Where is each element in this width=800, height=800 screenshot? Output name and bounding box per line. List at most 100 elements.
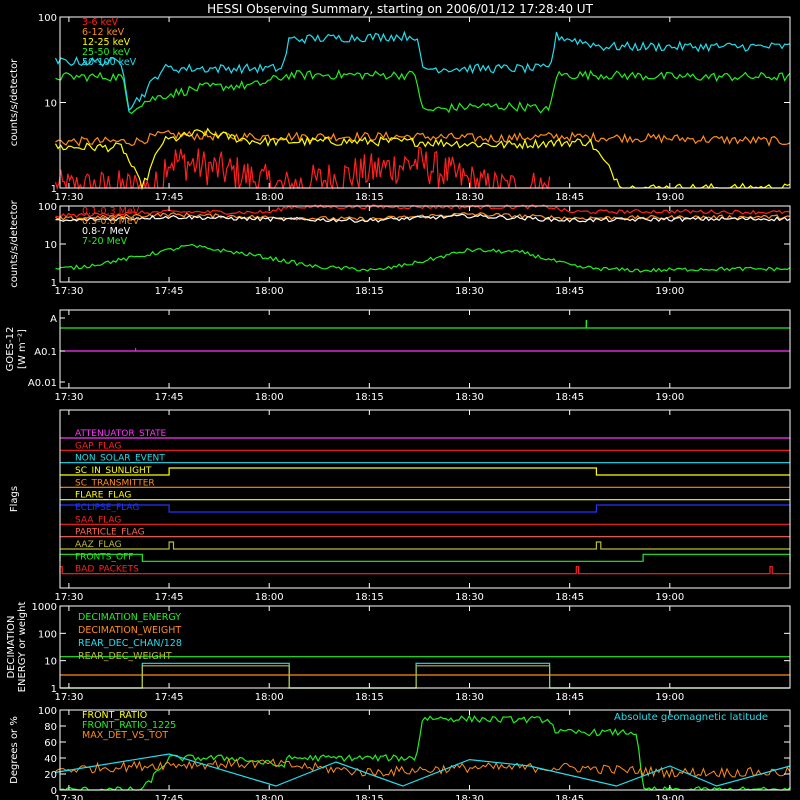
x-tick-label: 18:45 <box>555 392 584 403</box>
x-tick-label: 18:30 <box>455 192 484 203</box>
legend-entry: MAX_DET_VS_TOT <box>82 730 168 741</box>
y-axis-label: Flags <box>9 486 20 512</box>
flag-label: FLARE_FLAG <box>75 491 131 501</box>
x-tick-label: 18:30 <box>455 794 484 800</box>
y-axis-label: Degrees or % <box>9 716 20 784</box>
y-tick-label: 10 <box>44 657 57 668</box>
legend-entry: 0.1-0.3 MeV <box>82 206 140 217</box>
x-tick-label: 18:30 <box>455 692 484 703</box>
flag-label: GAP_FLAG <box>75 441 121 451</box>
x-tick-label: 18:00 <box>255 794 284 800</box>
y-tick-label: 10 <box>44 240 57 251</box>
y-tick-label: 1 <box>51 278 57 289</box>
y-axis-label: GOES-12 <box>5 327 16 372</box>
series-line <box>55 753 791 787</box>
series-line <box>55 212 791 222</box>
series-line <box>55 243 791 273</box>
x-tick-label: 18:15 <box>355 192 384 203</box>
flags-frame <box>59 409 791 589</box>
x-tick-label: 19:00 <box>655 392 684 403</box>
y-tick-label: A0.1 <box>34 347 57 358</box>
y-tick-label: 0 <box>51 786 57 797</box>
flag-line <box>59 504 791 513</box>
x-tick-label: 17:30 <box>54 692 83 703</box>
series-line <box>55 213 791 223</box>
x-tick-label: 18:45 <box>555 692 584 703</box>
series-line <box>55 204 791 218</box>
legend-entry: 6-12 keV <box>82 27 125 38</box>
x-tick-label: 18:15 <box>355 794 384 800</box>
flag-label: SC_IN_SUNLIGHT <box>75 466 152 476</box>
x-tick-label: 17:30 <box>54 392 83 403</box>
flag-line <box>60 541 790 550</box>
y-axis-label: counts/s/detector <box>9 199 20 287</box>
x-tick-label: 17:45 <box>155 692 184 703</box>
legend-entry: Absolute geomagnetic latitude <box>614 712 768 723</box>
x-tick-label: 18:45 <box>555 286 584 297</box>
x-tick-label: 18:45 <box>555 794 584 800</box>
x-tick-label: 18:15 <box>355 286 384 297</box>
x-tick-label: 18:45 <box>555 192 584 203</box>
legend-entry: DECIMATION_ENERGY <box>78 612 181 623</box>
series-line <box>54 30 791 112</box>
legend-entry: 0.3-0.8 MeV <box>82 216 140 227</box>
y-tick-label: 1000 <box>32 602 57 613</box>
legend-entry: FRONT_RATIO_1225 <box>82 720 176 731</box>
y-tick-label: A0.01 <box>28 378 57 389</box>
x-tick-label: 18:00 <box>255 592 284 603</box>
y-axis-unit: [W m⁻²] <box>17 329 28 369</box>
legend-entry: 7-20 MeV <box>82 236 128 247</box>
flag-label: ECLIPSE_FLAG <box>75 503 139 513</box>
x-tick-label: 18:15 <box>355 392 384 403</box>
flag-label: PARTICLE_FLAG <box>75 528 145 538</box>
figure-title: HESSI Observing Summary, starting on 200… <box>207 2 593 16</box>
y-tick-label: 1 <box>51 184 57 195</box>
x-tick-label: 18:45 <box>555 592 584 603</box>
x-tick-label: 19:00 <box>655 592 684 603</box>
flag-line <box>59 566 790 575</box>
legend-entry: 25-50 keV <box>82 47 131 58</box>
y-axis-label: DECIMATION <box>6 615 17 678</box>
x-tick-label: 18:30 <box>455 392 484 403</box>
legend-entry: 0.8-7 MeV <box>82 226 131 237</box>
x-tick-label: 17:45 <box>155 192 184 203</box>
flag-label: ATTENUATOR_STATE <box>75 429 167 439</box>
series-line <box>54 127 791 191</box>
x-tick-label: 19:00 <box>655 192 684 203</box>
legend-entry: 12-25 keV <box>82 37 131 48</box>
legend-entry: REAR_DEC_WEIGHT <box>78 651 172 662</box>
series-line <box>59 714 791 791</box>
ratios-frame <box>59 709 791 791</box>
x-tick-label: 18:00 <box>255 392 284 403</box>
x-tick-label: 18:30 <box>455 592 484 603</box>
y-tick-label: 10 <box>44 99 57 110</box>
x-tick-label: 17:45 <box>155 392 184 403</box>
y-tick-label: 40 <box>44 754 57 765</box>
x-tick-label: 17:45 <box>155 286 184 297</box>
y-tick-label: A <box>50 314 57 325</box>
x-tick-label: 18:15 <box>355 592 384 603</box>
y-tick-label: 100 <box>38 202 57 213</box>
x-tick-label: 18:00 <box>255 692 284 703</box>
legend-entry: DECIMATION_WEIGHT <box>78 625 181 636</box>
y-axis-label: counts/s/detector <box>9 58 20 146</box>
flag-line <box>59 553 791 562</box>
y-tick-label: 80 <box>44 722 57 733</box>
x-tick-label: 17:45 <box>155 592 184 603</box>
y-tick-label: 20 <box>44 770 57 781</box>
x-tick-label: 19:00 <box>655 286 684 297</box>
y-tick-label: 100 <box>38 629 57 640</box>
series-line <box>55 68 791 115</box>
flag-label: NON_SOLAR_EVENT <box>75 454 165 464</box>
legend-entry: 50-100 keV <box>82 57 137 68</box>
x-tick-label: 17:30 <box>54 592 83 603</box>
x-tick-label: 17:30 <box>54 192 83 203</box>
y-axis-label: ENERGY or weight <box>17 602 28 693</box>
x-tick-label: 18:30 <box>455 286 484 297</box>
x-tick-label: 18:00 <box>255 192 284 203</box>
flag-label: AAZ_FLAG <box>75 540 122 550</box>
x-tick-label: 18:15 <box>355 692 384 703</box>
y-tick-label: 100 <box>38 13 57 24</box>
series-line <box>55 129 791 147</box>
